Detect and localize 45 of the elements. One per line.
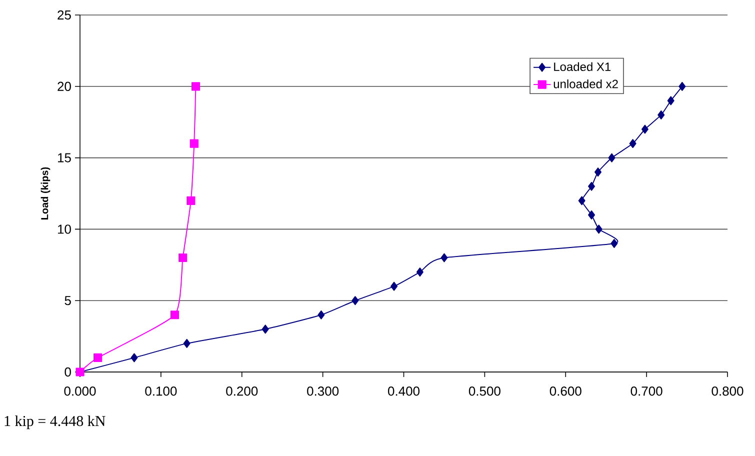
point	[595, 224, 602, 234]
point	[608, 153, 616, 162]
point	[578, 196, 586, 206]
legend-label: Loaded X1	[554, 62, 611, 72]
x-tick-label: 0.100	[145, 386, 177, 396]
y-axis-title: Load (kips)	[40, 167, 50, 220]
point	[186, 196, 196, 205]
point	[416, 268, 424, 277]
y-tick-label: 0	[64, 367, 71, 377]
point	[190, 139, 198, 148]
point	[667, 96, 674, 106]
point	[641, 124, 648, 134]
point	[588, 210, 596, 220]
point	[352, 296, 359, 306]
x-tick-label: 0.700	[630, 386, 662, 396]
point	[262, 324, 269, 334]
point	[610, 238, 618, 248]
x-tick-label: 0.600	[550, 386, 582, 396]
x-tick-label: 0.200	[226, 386, 258, 396]
point	[440, 253, 448, 262]
x-tick-label: 0.400	[388, 386, 420, 396]
y-tick-label: 15	[58, 153, 71, 162]
x-tick-label: 0.800	[712, 386, 744, 396]
x-tick-label: 0.000	[64, 386, 96, 396]
point	[178, 253, 188, 262]
y-tick-label: 25	[58, 10, 71, 20]
point	[629, 139, 636, 148]
point	[588, 182, 596, 191]
point	[170, 310, 179, 320]
point	[94, 353, 102, 362]
y-tick-label: 10	[58, 224, 71, 234]
point	[658, 110, 665, 120]
point	[183, 338, 190, 348]
point	[594, 168, 602, 177]
y-tick-label: 20	[58, 82, 71, 91]
y-tick-label: 5	[64, 296, 71, 306]
point	[318, 310, 325, 320]
point	[130, 353, 138, 362]
point	[390, 282, 398, 291]
x-tick-label: 0.300	[307, 386, 339, 396]
legend-label: unloaded x2	[554, 79, 618, 88]
point	[678, 82, 686, 91]
text: 1 kip = 4.448 kN	[4, 416, 106, 430]
point	[191, 82, 200, 91]
x-tick-label: 0.500	[468, 386, 500, 396]
